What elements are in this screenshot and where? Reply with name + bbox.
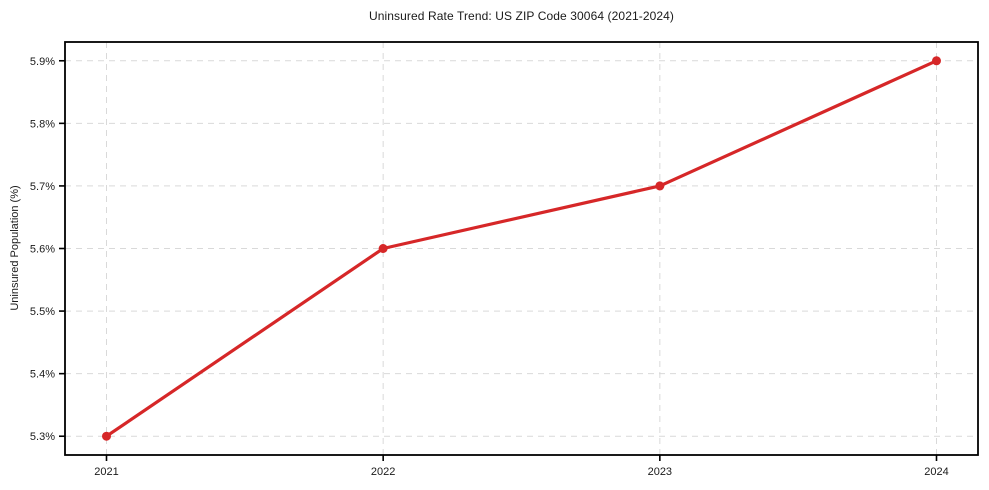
y-tick-label: 5.4% bbox=[30, 369, 55, 381]
data-point-2023 bbox=[655, 181, 665, 191]
y-tick-label: 5.9% bbox=[30, 56, 55, 68]
y-tick-label: 5.5% bbox=[30, 306, 55, 318]
x-tick-label: 2022 bbox=[371, 466, 395, 478]
x-tick-label: 2021 bbox=[94, 466, 118, 478]
data-point-2022 bbox=[378, 244, 388, 253]
data-point-2021 bbox=[102, 431, 111, 441]
x-tick-label: 2023 bbox=[648, 466, 672, 478]
y-tick-label: 5.7% bbox=[30, 181, 55, 193]
chart-title: Uninsured Rate Trend: US ZIP Code 30064 … bbox=[368, 9, 675, 23]
trend-line bbox=[104, 59, 939, 438]
y-tick-label: 5.3% bbox=[30, 431, 55, 443]
x-tick-label: 2024 bbox=[924, 466, 948, 478]
data-point-2024 bbox=[932, 56, 941, 66]
plot-border bbox=[64, 41, 979, 456]
y-tick-label: 5.8% bbox=[30, 118, 55, 130]
y-tick-label: 5.6% bbox=[30, 244, 55, 256]
